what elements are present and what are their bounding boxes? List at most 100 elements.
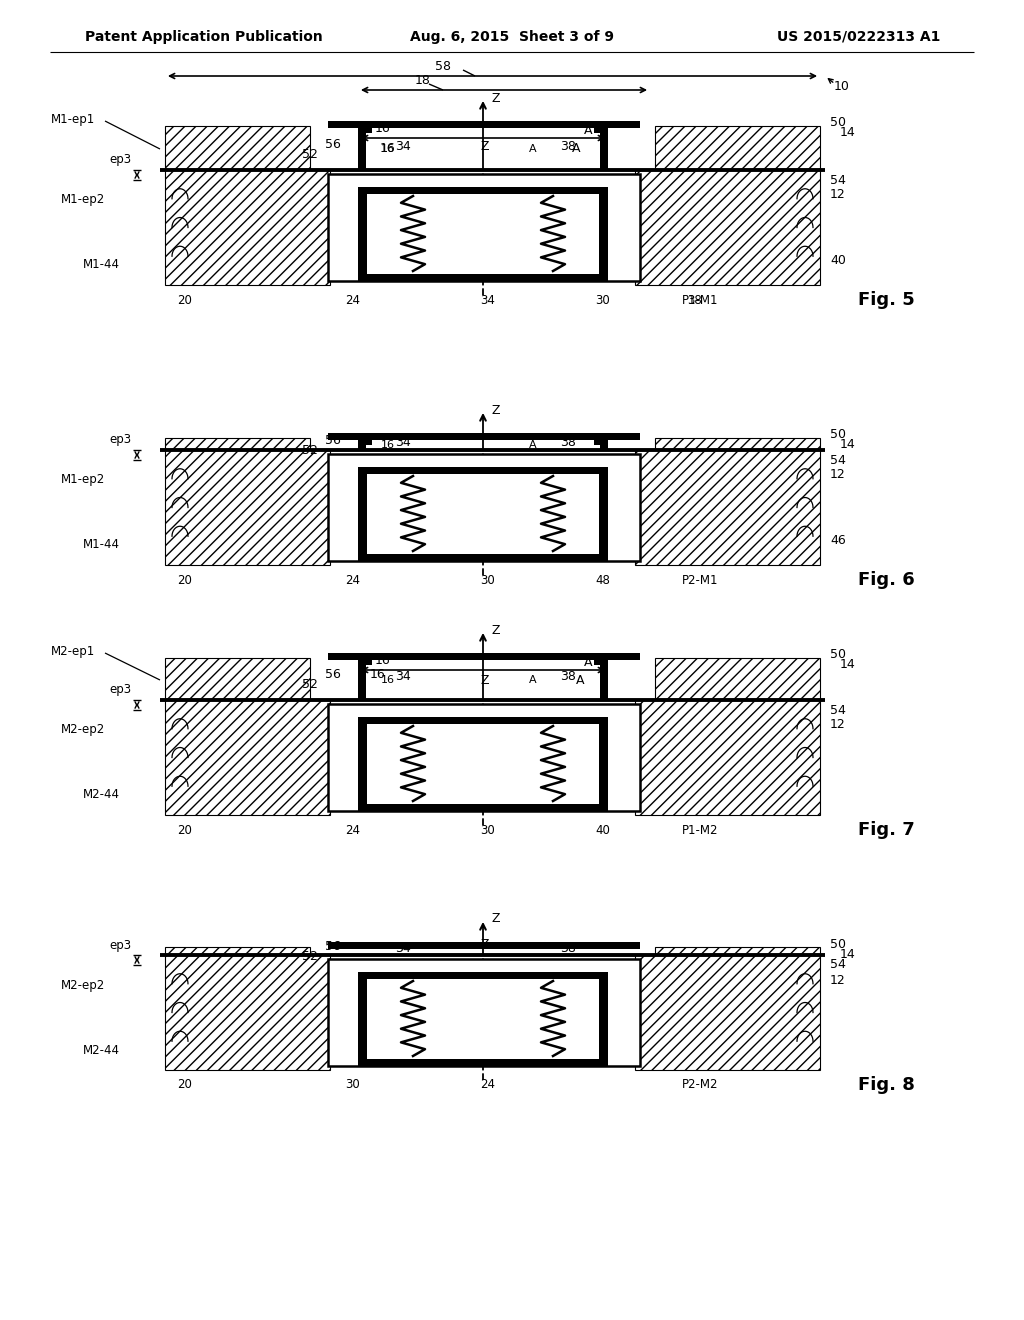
Text: US 2015/0222313 A1: US 2015/0222313 A1 <box>776 30 940 44</box>
Bar <box>358 194 367 275</box>
Bar <box>328 440 640 450</box>
Text: M2-ep1: M2-ep1 <box>51 645 95 659</box>
Bar <box>599 979 608 1059</box>
Text: 34: 34 <box>395 942 411 956</box>
Text: Aug. 6, 2015  Sheet 3 of 9: Aug. 6, 2015 Sheet 3 of 9 <box>410 30 614 44</box>
Text: 16: 16 <box>380 143 396 156</box>
Text: Fig. 7: Fig. 7 <box>858 821 914 840</box>
Text: 24: 24 <box>480 1078 496 1092</box>
Text: P2-M1: P2-M1 <box>682 573 718 586</box>
Bar <box>358 474 367 554</box>
Bar <box>165 954 330 1071</box>
Text: Z: Z <box>492 91 501 104</box>
Bar <box>328 942 640 949</box>
Text: Patent Application Publication: Patent Application Publication <box>85 30 323 44</box>
Text: 20: 20 <box>177 824 193 837</box>
Text: 16: 16 <box>381 440 395 450</box>
Text: Fig. 6: Fig. 6 <box>858 572 914 589</box>
Bar <box>358 467 608 474</box>
Bar <box>594 660 608 665</box>
Text: 52: 52 <box>302 678 317 692</box>
Bar <box>358 187 608 194</box>
Text: 12: 12 <box>830 189 846 202</box>
Bar <box>600 660 608 700</box>
Text: M2-44: M2-44 <box>83 788 120 801</box>
Text: 48: 48 <box>596 573 610 586</box>
Bar <box>358 723 367 804</box>
Text: 54: 54 <box>830 454 846 466</box>
Text: M1-ep2: M1-ep2 <box>60 474 105 487</box>
Text: 12: 12 <box>830 718 846 731</box>
Text: 56: 56 <box>325 940 341 953</box>
Bar <box>366 128 600 170</box>
Bar <box>358 972 608 979</box>
Text: M1-44: M1-44 <box>83 259 120 272</box>
Text: 34: 34 <box>395 436 411 449</box>
Bar <box>358 804 608 810</box>
Text: 24: 24 <box>345 293 360 306</box>
Text: 16: 16 <box>375 123 391 136</box>
Text: M1-44: M1-44 <box>83 539 120 552</box>
Text: M2-ep2: M2-ep2 <box>60 723 105 737</box>
Text: 20: 20 <box>177 1078 193 1092</box>
Text: 30: 30 <box>596 293 610 306</box>
Text: 30: 30 <box>480 824 496 837</box>
Text: M2-44: M2-44 <box>83 1044 120 1056</box>
Bar <box>358 717 608 723</box>
Text: 12: 12 <box>830 469 846 482</box>
Text: 56: 56 <box>325 668 341 681</box>
Text: 38: 38 <box>560 671 575 684</box>
Bar <box>328 174 640 281</box>
Text: A: A <box>575 673 585 686</box>
Bar <box>328 653 640 660</box>
Text: 14: 14 <box>840 948 856 961</box>
Text: Z: Z <box>492 404 501 417</box>
Text: 30: 30 <box>346 1078 360 1092</box>
Text: ep3: ep3 <box>110 939 132 952</box>
Text: 14: 14 <box>840 438 856 451</box>
Text: 20: 20 <box>177 293 193 306</box>
Text: M1-ep2: M1-ep2 <box>60 194 105 206</box>
Bar <box>600 128 608 170</box>
Text: 16: 16 <box>375 655 391 668</box>
Bar <box>358 440 366 450</box>
Text: A: A <box>529 440 537 450</box>
Text: 38: 38 <box>560 436 575 449</box>
Bar <box>635 170 820 285</box>
Bar <box>165 125 310 170</box>
Text: 58: 58 <box>435 59 451 73</box>
Text: ep3: ep3 <box>110 684 132 697</box>
Text: P1-M1: P1-M1 <box>682 293 718 306</box>
Text: 24: 24 <box>345 824 360 837</box>
Bar <box>165 170 330 285</box>
Text: 14: 14 <box>840 659 856 672</box>
Bar <box>328 433 640 440</box>
Text: Fig. 5: Fig. 5 <box>858 290 914 309</box>
Bar <box>635 450 820 565</box>
Bar <box>600 440 608 450</box>
Bar <box>599 474 608 554</box>
Text: Z: Z <box>492 623 501 636</box>
Text: A: A <box>584 124 592 136</box>
Text: Fig. 8: Fig. 8 <box>858 1076 914 1094</box>
Text: 52: 52 <box>302 444 317 457</box>
Bar <box>328 128 640 170</box>
Bar <box>165 700 330 814</box>
Text: 34: 34 <box>480 293 496 306</box>
Text: 38: 38 <box>560 942 575 956</box>
Text: 54: 54 <box>830 173 846 186</box>
Bar <box>358 660 372 665</box>
Text: Z: Z <box>492 912 501 925</box>
Text: 52: 52 <box>302 148 317 161</box>
Text: ep3: ep3 <box>110 433 132 446</box>
Text: 24: 24 <box>345 573 360 586</box>
Bar <box>358 275 608 281</box>
Text: 14: 14 <box>840 127 856 140</box>
Bar <box>599 723 608 804</box>
Bar <box>358 440 372 445</box>
Text: ep3: ep3 <box>110 153 132 166</box>
Text: A: A <box>529 144 537 154</box>
Bar <box>358 660 366 700</box>
Bar <box>366 440 600 450</box>
Text: 54: 54 <box>830 704 846 717</box>
